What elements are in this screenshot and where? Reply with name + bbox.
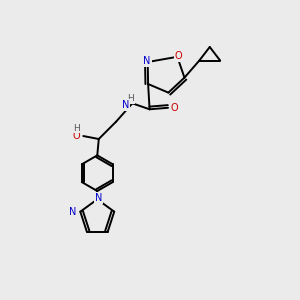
Text: O: O [73, 131, 80, 141]
Text: N: N [69, 207, 76, 217]
Text: O: O [174, 51, 182, 61]
Text: N: N [143, 56, 151, 66]
Text: O: O [171, 103, 178, 113]
Text: N: N [122, 100, 130, 110]
Text: H: H [73, 124, 80, 133]
Text: H: H [128, 94, 134, 103]
Text: N: N [95, 193, 103, 203]
